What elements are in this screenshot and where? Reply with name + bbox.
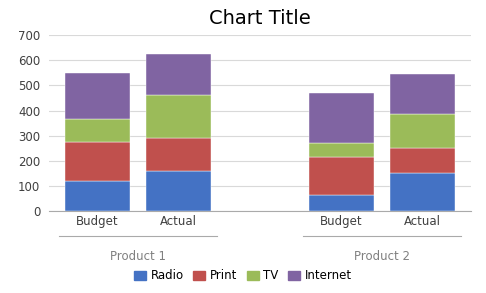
Text: Product 2: Product 2 <box>354 250 410 263</box>
Bar <box>309 143 374 157</box>
Legend: Radio, Print, TV, Internet: Radio, Print, TV, Internet <box>130 265 356 287</box>
Bar <box>65 142 130 181</box>
Bar <box>390 148 455 173</box>
Bar <box>146 54 211 96</box>
Bar <box>390 74 455 114</box>
Text: Product 1: Product 1 <box>110 250 166 263</box>
Title: Chart Title: Chart Title <box>209 9 311 28</box>
Bar <box>309 195 374 211</box>
Bar <box>65 73 130 119</box>
Bar <box>146 96 211 138</box>
Bar <box>65 119 130 142</box>
Bar <box>309 93 374 143</box>
Bar <box>390 114 455 148</box>
Bar <box>65 181 130 211</box>
Bar <box>309 157 374 195</box>
Bar <box>146 138 211 171</box>
Bar <box>390 173 455 211</box>
Bar <box>146 171 211 211</box>
